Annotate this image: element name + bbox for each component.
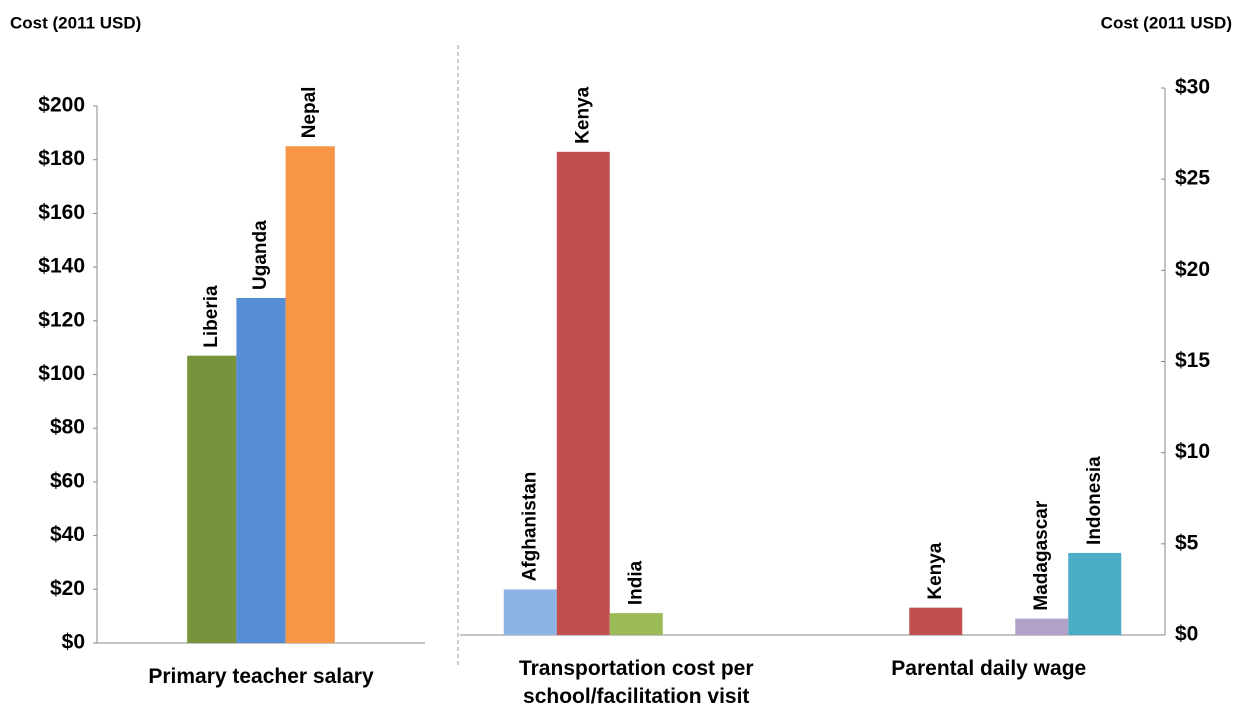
- y-tick-label: $0: [62, 631, 85, 654]
- y-tick-label: $100: [38, 362, 85, 385]
- y-tick-label: $15: [1175, 349, 1210, 372]
- bar: [285, 146, 335, 643]
- bar-label: India: [625, 560, 646, 605]
- bar: [909, 607, 963, 635]
- y-tick-label: $30: [1175, 76, 1210, 99]
- bar: [1015, 618, 1069, 635]
- y-tick-label: $25: [1175, 167, 1210, 190]
- bar: [503, 589, 557, 635]
- bar: [609, 613, 663, 635]
- y-tick-label: $5: [1175, 531, 1199, 554]
- bar-label: Madagascar: [1031, 500, 1052, 610]
- x-tick-label: Parental daily wage: [891, 657, 1087, 680]
- bar-label: Nepal: [299, 87, 320, 139]
- y-tick-label: $140: [38, 255, 85, 278]
- x-tick-label: Transportation cost per school/facilitat…: [518, 657, 754, 708]
- y-tick-label: $20: [50, 577, 85, 600]
- y-tick-label: $20: [1175, 258, 1210, 281]
- y-tick-label: $200: [38, 94, 85, 117]
- bar: [556, 151, 610, 636]
- bar-label: Uganda: [250, 220, 271, 290]
- bar-label: Liberia: [201, 285, 222, 348]
- bar: [1068, 552, 1122, 635]
- y-tick-label: $180: [38, 147, 85, 170]
- y-tick-label: $60: [50, 469, 85, 492]
- axis-title: Cost (2011 USD): [10, 13, 141, 32]
- y-tick-label: $0: [1175, 623, 1198, 646]
- bar-label: Kenya: [572, 86, 593, 143]
- bar-label: Kenya: [925, 542, 946, 599]
- y-tick-label: $10: [1175, 440, 1210, 463]
- y-tick-label: $120: [38, 308, 85, 331]
- y-tick-label: $160: [38, 201, 85, 224]
- bar: [187, 355, 237, 643]
- bar-label: Indonesia: [1084, 456, 1105, 545]
- y-tick-label: $40: [50, 523, 85, 546]
- axis-title: Cost (2011 USD): [1101, 13, 1232, 32]
- y-tick-label: $80: [50, 416, 85, 439]
- x-tick-label: Primary teacher salary: [148, 665, 374, 688]
- bar-label: Afghanistan: [519, 472, 540, 582]
- bar: [236, 297, 286, 643]
